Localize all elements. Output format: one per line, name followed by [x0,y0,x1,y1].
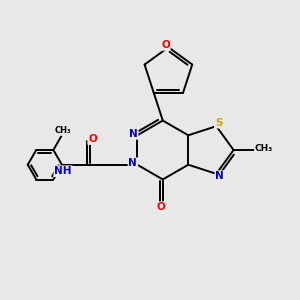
Text: O: O [157,202,166,212]
Text: CH₃: CH₃ [55,126,71,135]
Text: N: N [215,171,224,181]
Text: N: N [129,129,137,139]
Text: O: O [161,40,170,50]
Text: O: O [88,134,97,144]
Text: N: N [128,158,137,168]
Text: CH₃: CH₃ [255,144,273,153]
Text: NH: NH [54,166,72,176]
Text: S: S [215,118,222,128]
